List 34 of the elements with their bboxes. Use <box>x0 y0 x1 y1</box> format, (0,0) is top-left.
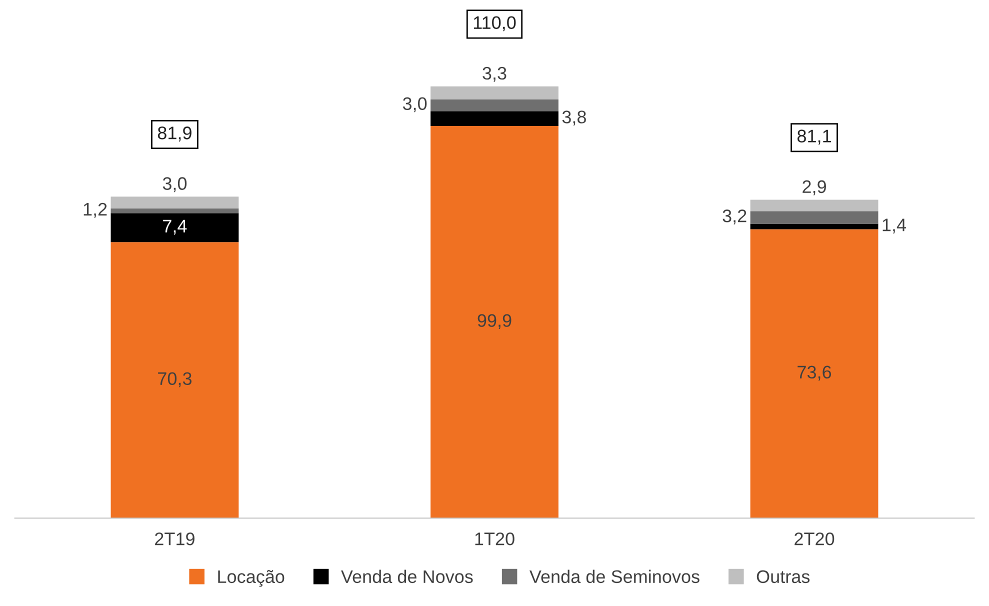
bar <box>430 86 558 100</box>
x-tick-label: 1T20 <box>475 532 514 546</box>
bar <box>110 242 239 518</box>
bar <box>430 126 558 518</box>
data-label: 1,4 <box>882 218 906 234</box>
data-label: 73,6 <box>798 366 832 381</box>
data-label: 3,3 <box>482 66 506 82</box>
bar <box>430 99 558 112</box>
bar <box>750 211 878 224</box>
bar <box>430 111 558 126</box>
x-tick-label: 2T19 <box>155 532 194 546</box>
bar <box>750 224 878 230</box>
data-label: 1,2 <box>84 202 107 218</box>
bar <box>750 200 878 212</box>
total-label: 81,9 <box>158 126 192 142</box>
data-label: 99,9 <box>478 314 512 330</box>
legend-label: Outras <box>756 570 810 584</box>
data-label: 70,3 <box>158 372 192 388</box>
legend-label: Locação <box>218 570 284 587</box>
bar <box>750 229 878 518</box>
legend-label: Venda de Seminovos <box>529 570 700 584</box>
data-label: 3,0 <box>402 97 427 112</box>
x-tick-label: 2T20 <box>794 532 834 546</box>
data-label: 3,8 <box>562 110 586 126</box>
total-label: 81,1 <box>797 130 831 145</box>
data-label: 3,2 <box>722 210 746 224</box>
bar <box>110 208 239 214</box>
bar <box>110 213 239 242</box>
data-label: 3,0 <box>162 177 187 192</box>
data-label: 2,9 <box>802 180 826 196</box>
total-label: 110,0 <box>474 16 516 32</box>
data-label: 7,4 <box>163 220 187 235</box>
bar <box>110 196 239 208</box>
legend-label: Venda de Novos <box>341 570 473 584</box>
